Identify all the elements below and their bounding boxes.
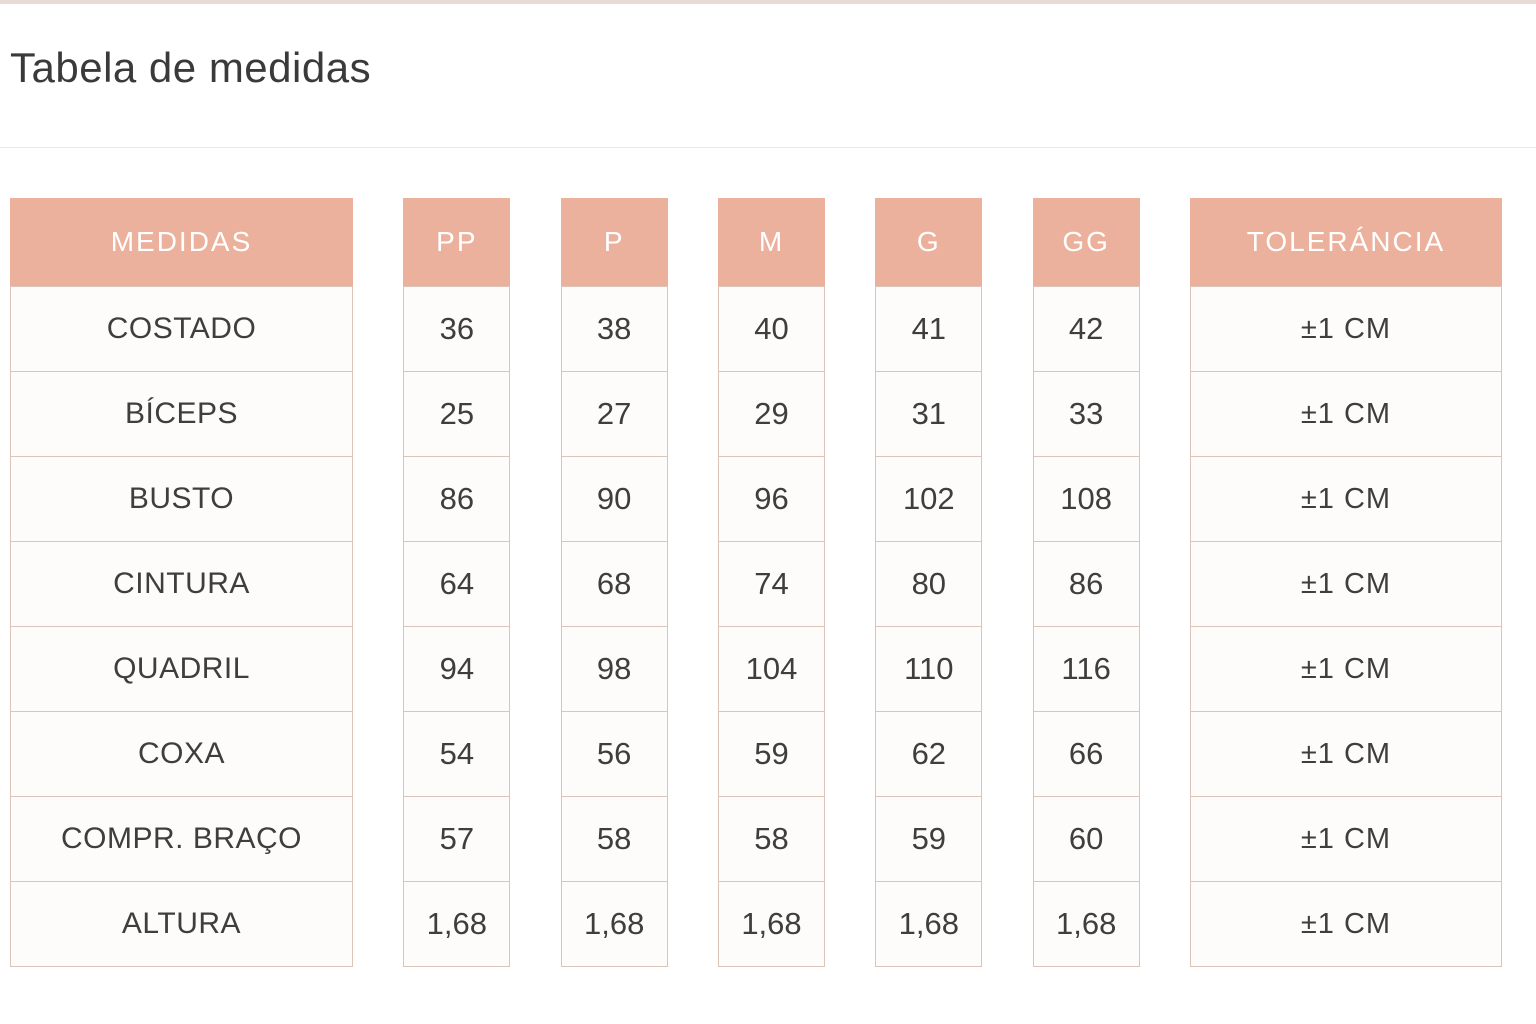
column-header-m: M (717, 198, 825, 286)
column-medidas: MEDIDAS COSTADO BÍCEPS BUSTO CINTURA QUA… (10, 198, 353, 967)
page-title: Tabela de medidas (10, 44, 372, 91)
value-cell: 66 (1032, 711, 1140, 797)
value-cell: 64 (403, 541, 511, 627)
row-label-cell: CINTURA (10, 541, 353, 627)
column-header-p: P (560, 198, 668, 286)
value-cell: 108 (1032, 456, 1140, 542)
value-cell: 58 (560, 796, 668, 882)
value-cell: 1,68 (403, 881, 511, 967)
row-label-cell: ALTURA (10, 881, 353, 967)
value-cell: 74 (717, 541, 825, 627)
value-cell: 56 (560, 711, 668, 797)
value-cell: 25 (403, 371, 511, 457)
value-cell: 98 (560, 626, 668, 712)
value-cell: 94 (403, 626, 511, 712)
top-border-strip (0, 0, 1536, 4)
row-label-cell: COMPR. BRAÇO (10, 796, 353, 882)
row-label-cell: BÍCEPS (10, 371, 353, 457)
value-cell: 62 (875, 711, 983, 797)
value-cell: 86 (1032, 541, 1140, 627)
value-cell: 36 (403, 286, 511, 372)
value-cell: 33 (1032, 371, 1140, 457)
column-header-g: G (875, 198, 983, 286)
column-g: G 41 31 102 80 110 62 59 1,68 (875, 198, 983, 967)
row-label-cell: COSTADO (10, 286, 353, 372)
column-header-medidas: MEDIDAS (10, 198, 353, 286)
value-cell: 1,68 (717, 881, 825, 967)
column-pp: PP 36 25 86 64 94 54 57 1,68 (403, 198, 511, 967)
title-divider (0, 147, 1536, 148)
tolerance-cell: ±1 CM (1189, 371, 1502, 457)
row-label-cell: BUSTO (10, 456, 353, 542)
value-cell: 116 (1032, 626, 1140, 712)
value-cell: 27 (560, 371, 668, 457)
column-tolerancia: TOLERÁNCIA ±1 CM ±1 CM ±1 CM ±1 CM ±1 CM… (1189, 198, 1502, 967)
tolerance-cell: ±1 CM (1189, 626, 1502, 712)
value-cell: 59 (875, 796, 983, 882)
value-cell: 90 (560, 456, 668, 542)
value-cell: 1,68 (560, 881, 668, 967)
value-cell: 1,68 (875, 881, 983, 967)
tolerance-cell: ±1 CM (1189, 881, 1502, 967)
value-cell: 1,68 (1032, 881, 1140, 967)
tolerance-cell: ±1 CM (1189, 541, 1502, 627)
value-cell: 57 (403, 796, 511, 882)
column-header-tolerancia: TOLERÁNCIA (1189, 198, 1502, 286)
value-cell: 102 (875, 456, 983, 542)
value-cell: 68 (560, 541, 668, 627)
tolerance-cell: ±1 CM (1189, 796, 1502, 882)
row-label-cell: QUADRIL (10, 626, 353, 712)
column-m: M 40 29 96 74 104 59 58 1,68 (717, 198, 825, 967)
value-cell: 60 (1032, 796, 1140, 882)
value-cell: 80 (875, 541, 983, 627)
value-cell: 40 (717, 286, 825, 372)
tolerance-cell: ±1 CM (1189, 711, 1502, 797)
value-cell: 38 (560, 286, 668, 372)
value-cell: 54 (403, 711, 511, 797)
size-chart-table: MEDIDAS COSTADO BÍCEPS BUSTO CINTURA QUA… (10, 198, 1502, 967)
tolerance-cell: ±1 CM (1189, 456, 1502, 542)
row-label-cell: COXA (10, 711, 353, 797)
value-cell: 41 (875, 286, 983, 372)
value-cell: 29 (717, 371, 825, 457)
column-header-gg: GG (1032, 198, 1140, 286)
value-cell: 42 (1032, 286, 1140, 372)
value-cell: 31 (875, 371, 983, 457)
value-cell: 96 (717, 456, 825, 542)
value-cell: 59 (717, 711, 825, 797)
value-cell: 104 (717, 626, 825, 712)
column-gg: GG 42 33 108 86 116 66 60 1,68 (1032, 198, 1140, 967)
tolerance-cell: ±1 CM (1189, 286, 1502, 372)
column-p: P 38 27 90 68 98 56 58 1,68 (560, 198, 668, 967)
column-header-pp: PP (403, 198, 511, 286)
value-cell: 86 (403, 456, 511, 542)
value-cell: 110 (875, 626, 983, 712)
value-cell: 58 (717, 796, 825, 882)
